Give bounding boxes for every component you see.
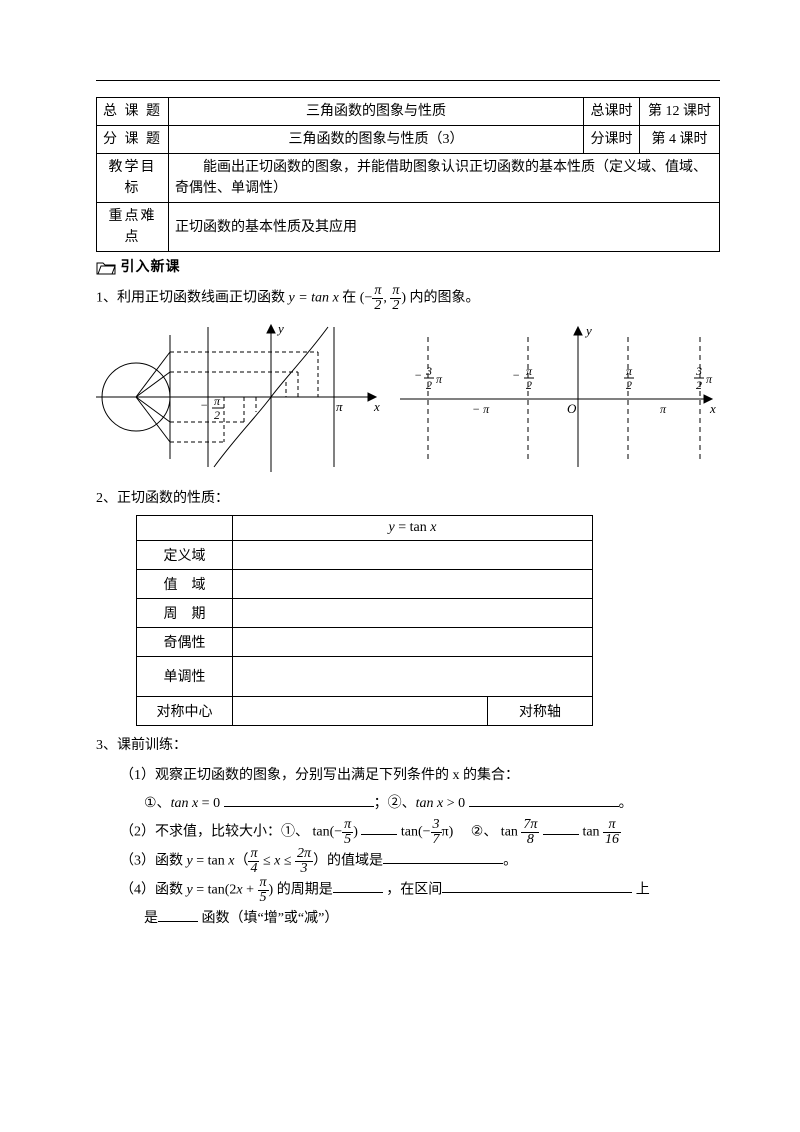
- cell-sub-period: 第 4 课时: [640, 126, 720, 154]
- svg-text:y: y: [584, 323, 592, 338]
- q3-4b: 是 函数（填“增”或“减”）: [144, 905, 720, 933]
- row-axis: 对称轴: [488, 696, 593, 725]
- question-2: 2、正切函数的性质：: [96, 487, 720, 511]
- table-row: 单调性: [137, 656, 593, 696]
- q1-mid: 在: [342, 291, 360, 306]
- cell-main-topic: 三角函数的图象与性质: [169, 98, 584, 126]
- cell-sub-topic-label: 分 课 题: [97, 126, 169, 154]
- cell-goal-label: 教学目标: [97, 154, 169, 203]
- table-row: 教学目标 能画出正切函数的图象，并能借助图象认识正切函数的基本性质（定义域、值域…: [97, 154, 720, 203]
- table-row: 奇偶性: [137, 627, 593, 656]
- q1-expr: y = tan x: [289, 291, 339, 306]
- row-mono: 单调性: [137, 656, 233, 696]
- svg-text:O: O: [567, 401, 577, 416]
- table-row: 值 域: [137, 569, 593, 598]
- row-center: 对称中心: [137, 696, 233, 725]
- cell-blank: [233, 569, 593, 598]
- svg-text:2: 2: [626, 378, 632, 392]
- cell-total-period: 第 12 课时: [640, 98, 720, 126]
- q3-4b-b: 函数（填“增”或“减”）: [202, 911, 339, 926]
- svg-text:− π: − π: [472, 402, 490, 416]
- q3-1: （1）观察正切函数的图象，分别写出满足下列条件的 x 的集合：: [120, 762, 720, 790]
- table-row: 总 课 题 三角函数的图象与性质 总课时 第 12 课时: [97, 98, 720, 126]
- cell-main-topic-label: 总 课 题: [97, 98, 169, 126]
- cell-goal: 能画出正切函数的图象，并能借助图象认识正切函数的基本性质（定义域、值域、奇偶性、…: [169, 154, 720, 203]
- folder-icon: [96, 261, 116, 275]
- svg-text:π: π: [626, 364, 633, 378]
- q3-3-lead: （3）函数: [120, 853, 187, 868]
- cell-keypoint: 正切函数的基本性质及其应用: [169, 203, 720, 252]
- table-row: y = tan x: [137, 515, 593, 540]
- table-row: 重点难点 正切函数的基本性质及其应用: [97, 203, 720, 252]
- blank: [361, 821, 397, 835]
- svg-text:−: −: [200, 398, 208, 412]
- right-diagram: y x O −3 2π − π −π 2 π 2 π: [400, 317, 720, 477]
- svg-text:π: π: [706, 372, 713, 386]
- row-period: 周 期: [137, 598, 233, 627]
- q3-4: （4）函数 y = tan(2x + π5) 的周期是 ，在区间 上: [120, 876, 720, 905]
- blank: [158, 908, 198, 922]
- q1-prefix: 1、利用正切函数线画正切函数: [96, 291, 289, 306]
- q3-2-lead: （2）不求值，比较大小：①、: [120, 824, 309, 839]
- lesson-header-table: 总 课 题 三角函数的图象与性质 总课时 第 12 课时 分 课 题 三角函数的…: [96, 97, 720, 252]
- cell-blank: [233, 627, 593, 656]
- blank: [383, 850, 503, 864]
- blank: [333, 879, 383, 893]
- svg-text:x: x: [709, 401, 716, 416]
- props-head-expr: y = tan x: [233, 515, 593, 540]
- svg-text:2: 2: [526, 378, 532, 392]
- svg-text:π: π: [336, 399, 343, 414]
- svg-text:−: −: [414, 368, 422, 382]
- q3-1-lead: （1）观察正切函数的图象，分别写出满足下列条件的 x 的集合：: [120, 768, 519, 783]
- svg-text:π: π: [526, 364, 533, 378]
- table-row: 定义域: [137, 540, 593, 569]
- blank: [442, 879, 632, 893]
- top-rule: [96, 80, 720, 81]
- svg-text:2: 2: [696, 378, 702, 392]
- svg-text:−: −: [512, 368, 520, 382]
- cell-blank: [233, 598, 593, 627]
- left-diagram: y x π − π 2: [96, 317, 386, 477]
- q3-1-items: ①、tan x = 0 ；②、tan x > 0 。: [144, 790, 720, 818]
- svg-text:3: 3: [695, 364, 702, 378]
- row-parity: 奇偶性: [137, 627, 233, 656]
- section-intro-label: 引入新课: [121, 260, 181, 275]
- q3-4-lead: （4）函数: [120, 882, 187, 897]
- diagram-row: y x π − π 2: [96, 317, 720, 477]
- question-3: 3、课前训练：: [96, 734, 720, 758]
- cell-keypoint-label: 重点难点: [97, 203, 169, 252]
- q3-2: （2）不求值，比较大小：①、 tan(−π5) tan(−37π) ②、 tan…: [120, 818, 720, 847]
- svg-text:3: 3: [425, 364, 432, 378]
- svg-text:π: π: [660, 402, 667, 416]
- blank: [224, 793, 374, 807]
- cell-total-period-label: 总课时: [584, 98, 640, 126]
- q3-4-tail: 上: [636, 882, 650, 897]
- svg-text:π: π: [214, 394, 221, 408]
- q3-4b-a: 是: [144, 911, 158, 926]
- blank: [543, 821, 579, 835]
- svg-text:2: 2: [214, 408, 220, 422]
- section-intro: 引入新课: [96, 256, 720, 276]
- q3-3: （3）函数 y = tan x（π4 ≤ x ≤ 2π3）的值域是。: [120, 847, 720, 876]
- svg-text:x: x: [373, 399, 380, 414]
- props-head-blank: [137, 515, 233, 540]
- cell-blank: [233, 540, 593, 569]
- svg-text:π: π: [436, 372, 443, 386]
- cell-blank: [233, 696, 488, 725]
- cell-sub-topic: 三角函数的图象与性质（3）: [169, 126, 584, 154]
- cell-blank: [233, 656, 593, 696]
- table-row: 分 课 题 三角函数的图象与性质（3） 分课时 第 4 课时: [97, 126, 720, 154]
- q1-tail: 内的图象。: [410, 291, 480, 306]
- question-1: 1、利用正切函数线画正切函数 y = tan x 在 (−π2, π2) 内的图…: [96, 284, 720, 313]
- svg-text:y: y: [276, 321, 284, 336]
- svg-text:2: 2: [426, 378, 432, 392]
- blank: [469, 793, 619, 807]
- table-row: 周 期: [137, 598, 593, 627]
- cell-sub-period-label: 分课时: [584, 126, 640, 154]
- row-range: 值 域: [137, 569, 233, 598]
- row-domain: 定义域: [137, 540, 233, 569]
- properties-table: y = tan x 定义域 值 域 周 期 奇偶性 单调性 对称中心 对称轴: [136, 515, 593, 726]
- q3-4-mid: ，在区间: [386, 882, 442, 897]
- table-row: 对称中心 对称轴: [137, 696, 593, 725]
